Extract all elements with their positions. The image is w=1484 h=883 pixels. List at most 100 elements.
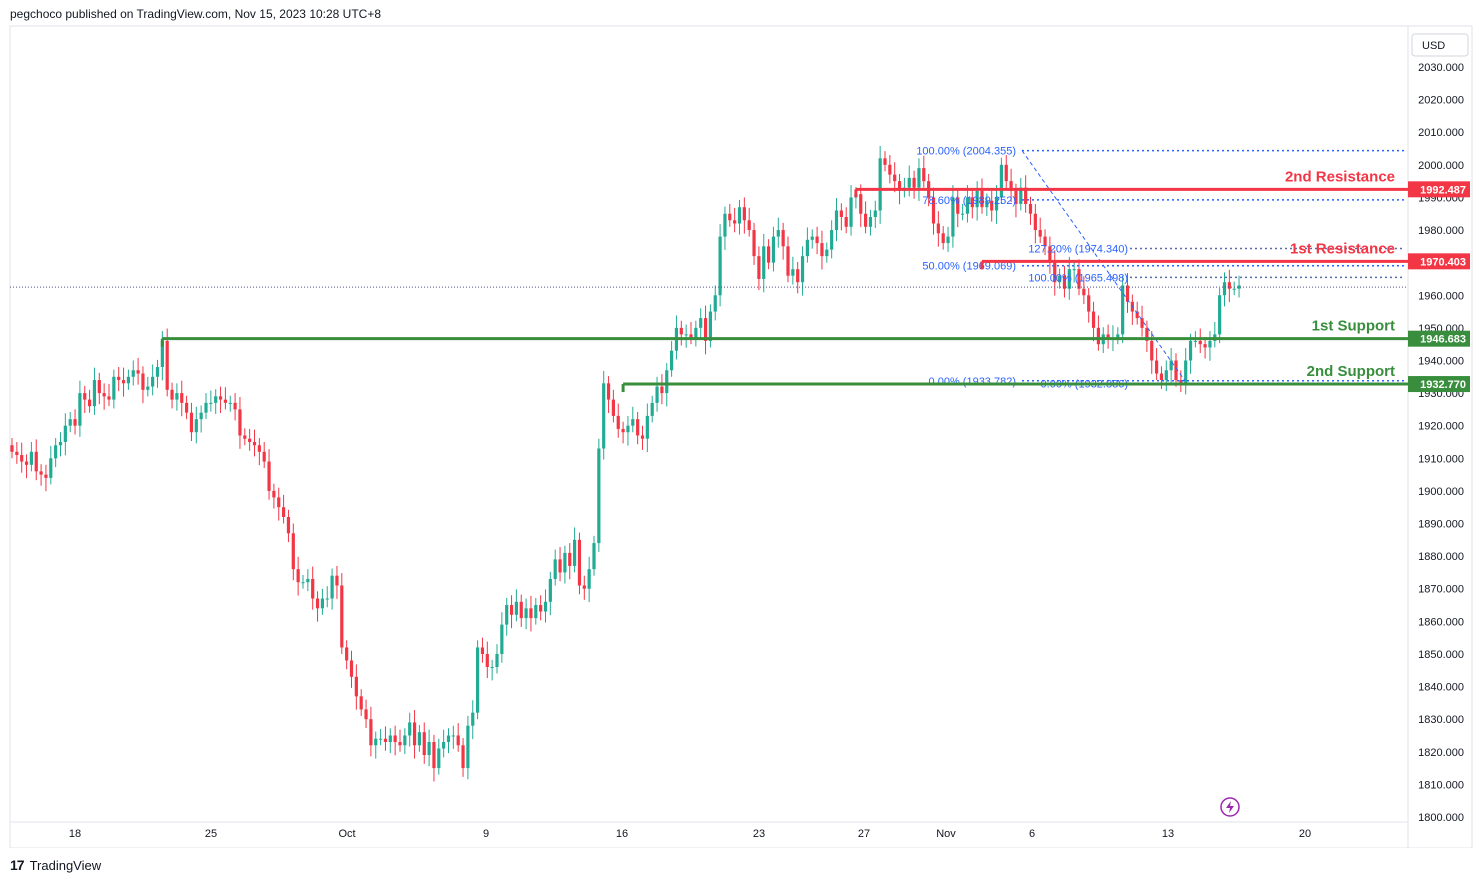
candle [1072,262,1076,283]
r2-price-tag-label: 1992.487 [1420,184,1466,196]
candle-body [519,601,523,619]
candle-body [262,451,266,462]
candle [999,157,1003,204]
candle-body [582,585,586,589]
candle [1106,324,1110,349]
candle [534,597,538,625]
candle [699,308,703,339]
time-tick-label: Oct [338,828,355,840]
candle [509,595,514,629]
candle-body [611,399,615,416]
candle [185,395,189,420]
candle-body [291,533,295,570]
candle [655,376,659,412]
candle [1145,320,1149,352]
candle [97,372,101,405]
candle-body [1232,288,1236,290]
candle-body [471,712,475,726]
candle [112,369,116,409]
candle [151,364,155,396]
candle-body [694,327,698,338]
candle-body [427,742,431,756]
candle [39,464,43,486]
tradingview-footer: 17 TradingView [10,857,101,873]
candle-body [864,213,868,227]
candle [83,385,87,413]
candle [369,706,373,757]
candle [849,185,853,236]
candle [320,588,324,615]
candle [325,586,329,608]
candle-body [107,396,111,400]
candle [20,442,24,473]
candle-body [238,409,242,436]
candle [233,393,237,421]
time-axis[interactable]: 18 25 Oct 9 16 23 27 Nov 6 13 20 [69,828,1311,840]
price-tick-label: 1880.000 [1418,551,1464,563]
s2-price-tag-label: 1932.770 [1420,379,1466,391]
candle [636,412,640,445]
candle-body [1222,282,1227,296]
candle [1188,333,1193,374]
candle-body [888,164,892,175]
candle-body [78,393,82,426]
lightning-icon[interactable] [1220,797,1240,817]
candle [155,359,160,388]
candle [141,366,145,404]
time-tick-label: 23 [753,828,765,840]
candle [519,594,523,627]
candle [1232,281,1236,296]
candle [543,589,548,623]
candle-body [272,490,276,498]
candle [907,165,911,197]
candle-body [1140,318,1144,328]
candle-body [1077,269,1081,289]
candle [218,386,223,413]
candle [1174,353,1178,387]
candle-body [548,578,552,602]
candle-body [398,742,402,746]
candle-body [660,386,664,394]
price-chart[interactable]: 100.00% (2004.355) 78.60% (1989.252) 50.00… [0,0,1484,848]
candlestick-series [10,145,1241,782]
candle-body [883,158,887,165]
candle [180,380,184,417]
candle-body [1038,230,1042,237]
time-tick-label: 16 [616,828,628,840]
candle [1116,327,1120,345]
price-tick-label: 1830.000 [1418,714,1464,726]
candle-body [655,386,659,403]
candle-body [349,660,354,677]
candle-body [1096,327,1100,345]
candle-body [209,402,213,404]
price-tick-label: 1920.000 [1418,421,1464,433]
candle-body [335,575,339,586]
candle-body [1033,213,1037,231]
candle-body [771,236,776,263]
candle [762,233,766,293]
candle-body [568,552,572,566]
candle [252,429,257,457]
candle-body [1072,269,1076,271]
candle-body [878,158,882,211]
candle-body [990,200,994,211]
candle-body [121,380,126,384]
candle [573,527,577,573]
candle-body [485,653,489,667]
candle [616,403,620,438]
candle [204,393,208,420]
candle [902,177,906,198]
currency-label[interactable]: USD [1411,33,1469,57]
time-tick-label: 13 [1162,828,1174,840]
price-axis[interactable]: 1800.000 1810.000 1820.000 1830.000 1840.000… [1408,62,1470,824]
candle [1019,177,1023,211]
candle [1033,203,1037,244]
candle-body [529,608,533,619]
candle-body [941,233,945,244]
candle-body [1048,246,1052,263]
candle [437,738,441,775]
candle-body [893,174,897,182]
chart-frame [9,25,1409,848]
candle [267,449,271,500]
candle-body [325,598,329,600]
